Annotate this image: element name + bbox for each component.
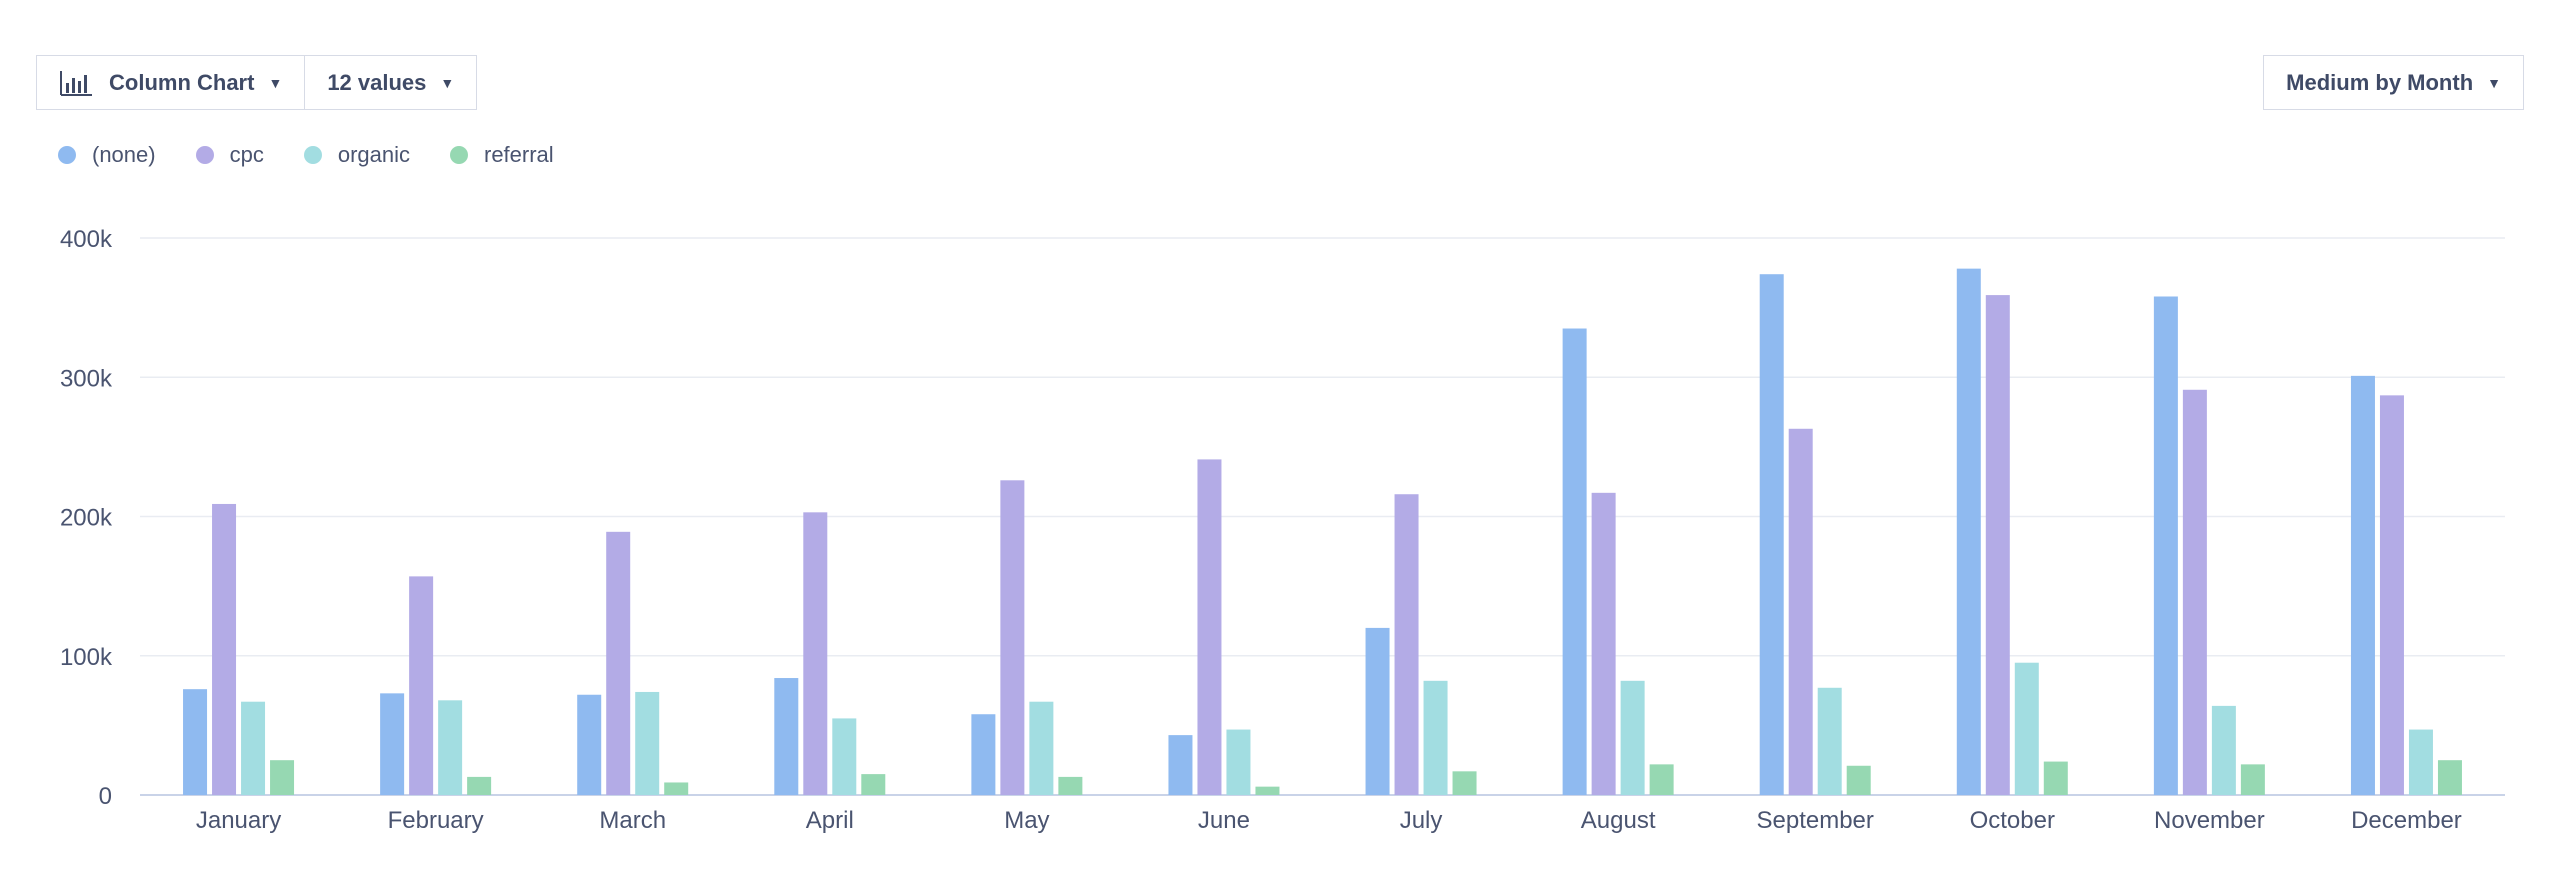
y-tick-label: 100k [60, 644, 113, 671]
values-count-label: 12 values [327, 69, 427, 95]
bar-february-cpc[interactable] [409, 576, 434, 795]
bar-january-none[interactable] [183, 689, 208, 795]
bar-november-none[interactable] [2153, 296, 2178, 795]
grouping-dropdown[interactable]: Medium by Month ▼ [2263, 55, 2524, 110]
grouping-label: Medium by Month [2286, 69, 2474, 95]
grouping-dropdown-wrap: Medium by Month ▼ [2263, 55, 2524, 112]
y-tick-label: 400k [60, 226, 113, 253]
bar-september-organic[interactable] [1817, 687, 1842, 795]
x-tick-label: June [1198, 807, 1250, 834]
bar-october-organic[interactable] [2014, 662, 2039, 795]
x-tick-label: September [1757, 807, 1874, 834]
bar-october-cpc[interactable] [1985, 295, 2010, 795]
legend-label: organic [337, 142, 410, 167]
bar-april-referral[interactable] [861, 774, 886, 795]
bar-october-referral[interactable] [2043, 761, 2068, 795]
bar-september-none[interactable] [1759, 274, 1784, 796]
legend-item-organic[interactable]: organic [303, 142, 410, 168]
x-tick-label: March [599, 807, 666, 834]
chart-legend: (none) cpc organic referral [58, 142, 594, 168]
bar-october-none[interactable] [1956, 268, 1981, 795]
bar-february-organic[interactable] [438, 700, 463, 795]
bar-august-organic[interactable] [1620, 680, 1645, 795]
bar-june-referral[interactable] [1255, 786, 1280, 795]
legend-marker [303, 146, 322, 164]
legend-marker [450, 146, 468, 164]
bar-august-none[interactable] [1562, 328, 1587, 795]
bar-may-organic[interactable] [1029, 701, 1054, 795]
x-tick-label: December [2351, 807, 2462, 834]
chart-type-label: Column Chart [109, 69, 255, 95]
bar-february-referral[interactable] [467, 776, 492, 795]
bar-november-cpc[interactable] [2182, 389, 2207, 795]
bar-december-none[interactable] [2350, 375, 2375, 795]
caret-down-icon: ▼ [268, 74, 283, 91]
legend-label: cpc [229, 142, 264, 167]
caret-down-icon: ▼ [2487, 74, 2501, 91]
bar-september-cpc[interactable] [1788, 428, 1813, 795]
bar-june-cpc[interactable] [1197, 459, 1222, 795]
bar-december-organic[interactable] [2408, 729, 2433, 795]
legend-marker [58, 146, 76, 164]
bar-chart-icon [59, 70, 93, 96]
bar-july-referral[interactable] [1452, 771, 1477, 795]
y-tick-label: 200k [60, 505, 113, 532]
bar-july-none[interactable] [1365, 627, 1390, 795]
y-tick-label: 300k [60, 365, 113, 392]
legend-label: referral [484, 142, 554, 167]
x-tick-label: May [1004, 807, 1049, 834]
x-tick-label: August [1581, 807, 1656, 834]
bar-march-referral[interactable] [664, 782, 689, 795]
bar-august-referral[interactable] [1649, 764, 1674, 795]
bar-march-none[interactable] [577, 694, 602, 795]
bar-december-cpc[interactable] [2379, 395, 2404, 795]
bar-november-referral[interactable] [2240, 764, 2265, 795]
bar-april-cpc[interactable] [803, 512, 828, 795]
bar-november-organic[interactable] [2211, 705, 2236, 795]
x-tick-label: November [2154, 807, 2265, 834]
bar-may-none[interactable] [971, 714, 996, 795]
bar-june-none[interactable] [1168, 735, 1193, 795]
bar-august-cpc[interactable] [1591, 492, 1616, 795]
bar-july-organic[interactable] [1423, 680, 1448, 795]
bar-may-cpc[interactable] [1000, 480, 1025, 795]
bar-april-organic[interactable] [832, 718, 857, 795]
values-count-dropdown[interactable]: 12 values ▼ [305, 55, 478, 110]
x-tick-label: April [806, 807, 854, 834]
legend-item-cpc[interactable]: cpc [195, 142, 264, 168]
bar-december-referral[interactable] [2437, 760, 2462, 795]
bar-july-cpc[interactable] [1394, 494, 1419, 795]
bar-may-referral[interactable] [1058, 776, 1083, 795]
bar-january-cpc[interactable] [212, 503, 237, 795]
bar-april-none[interactable] [774, 678, 799, 795]
x-tick-label: January [196, 807, 281, 834]
legend-label: (none) [92, 142, 156, 167]
bar-february-none[interactable] [380, 693, 405, 795]
legend-item-none[interactable]: (none) [58, 142, 156, 168]
x-tick-label: July [1400, 807, 1443, 834]
chart-toolbar: Column Chart ▼ 12 values ▼ [36, 55, 478, 112]
bar-june-organic[interactable] [1226, 729, 1251, 795]
legend-marker [195, 146, 214, 164]
x-tick-label: October [1970, 807, 2055, 834]
bar-march-organic[interactable] [635, 691, 660, 795]
chart-type-dropdown[interactable]: Column Chart ▼ [36, 55, 306, 110]
bar-january-organic[interactable] [241, 701, 266, 795]
legend-item-referral[interactable]: referral [450, 142, 554, 168]
y-tick-label: 0 [99, 783, 112, 810]
bar-march-cpc[interactable] [606, 531, 631, 795]
x-tick-label: February [388, 807, 484, 834]
bar-september-referral[interactable] [1846, 765, 1871, 795]
caret-down-icon: ▼ [440, 74, 455, 91]
bar-january-referral[interactable] [270, 760, 295, 795]
